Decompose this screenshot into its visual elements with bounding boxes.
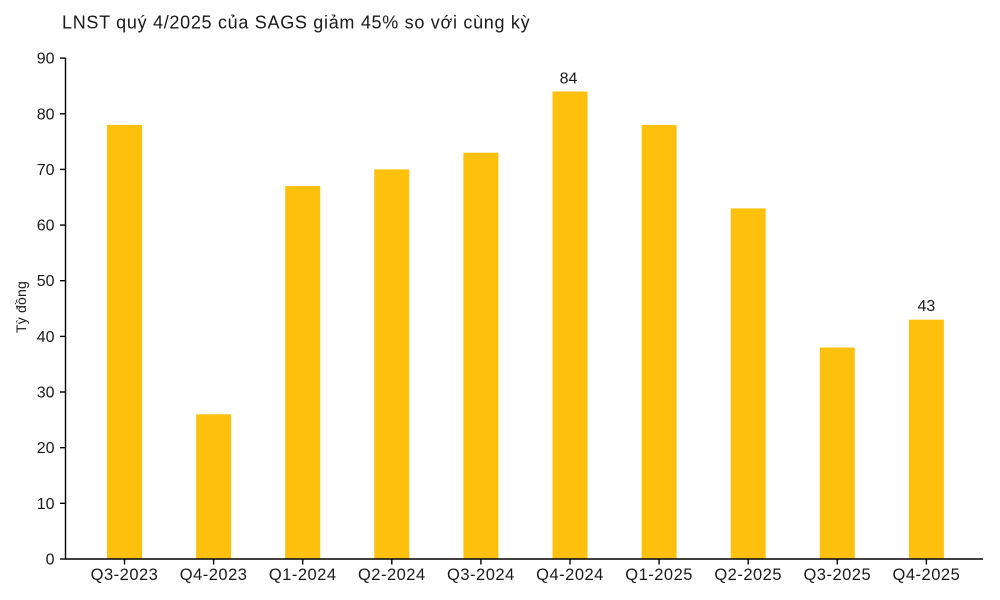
svg-text:90: 90 bbox=[37, 51, 55, 68]
svg-text:Q4-2025: Q4-2025 bbox=[893, 566, 961, 584]
svg-text:10: 10 bbox=[37, 496, 55, 513]
svg-text:Q3-2024: Q3-2024 bbox=[447, 566, 515, 584]
svg-text:Q1-2024: Q1-2024 bbox=[269, 566, 337, 584]
svg-text:Q4-2024: Q4-2024 bbox=[536, 566, 604, 584]
svg-text:Q3-2023: Q3-2023 bbox=[91, 566, 159, 584]
svg-text:43: 43 bbox=[918, 298, 936, 315]
svg-text:Q4-2023: Q4-2023 bbox=[180, 566, 248, 584]
svg-text:80: 80 bbox=[37, 106, 55, 123]
svg-text:60: 60 bbox=[37, 218, 55, 235]
svg-text:30: 30 bbox=[37, 385, 55, 402]
svg-text:40: 40 bbox=[37, 329, 55, 346]
svg-text:Q2-2025: Q2-2025 bbox=[714, 566, 782, 584]
svg-text:LNST quý 4/2025 của SAGS giảm: LNST quý 4/2025 của SAGS giảm 45% so với… bbox=[62, 13, 530, 33]
svg-text:Q3-2025: Q3-2025 bbox=[803, 566, 871, 584]
svg-text:Q2-2024: Q2-2024 bbox=[358, 566, 426, 584]
svg-text:20: 20 bbox=[37, 440, 55, 457]
svg-text:Q1-2025: Q1-2025 bbox=[625, 566, 693, 584]
svg-text:Tỳ đồng: Tỳ đồng bbox=[13, 281, 29, 333]
svg-text:0: 0 bbox=[46, 552, 55, 569]
svg-text:50: 50 bbox=[37, 273, 55, 290]
svg-text:70: 70 bbox=[37, 162, 55, 179]
svg-text:84: 84 bbox=[560, 71, 578, 88]
